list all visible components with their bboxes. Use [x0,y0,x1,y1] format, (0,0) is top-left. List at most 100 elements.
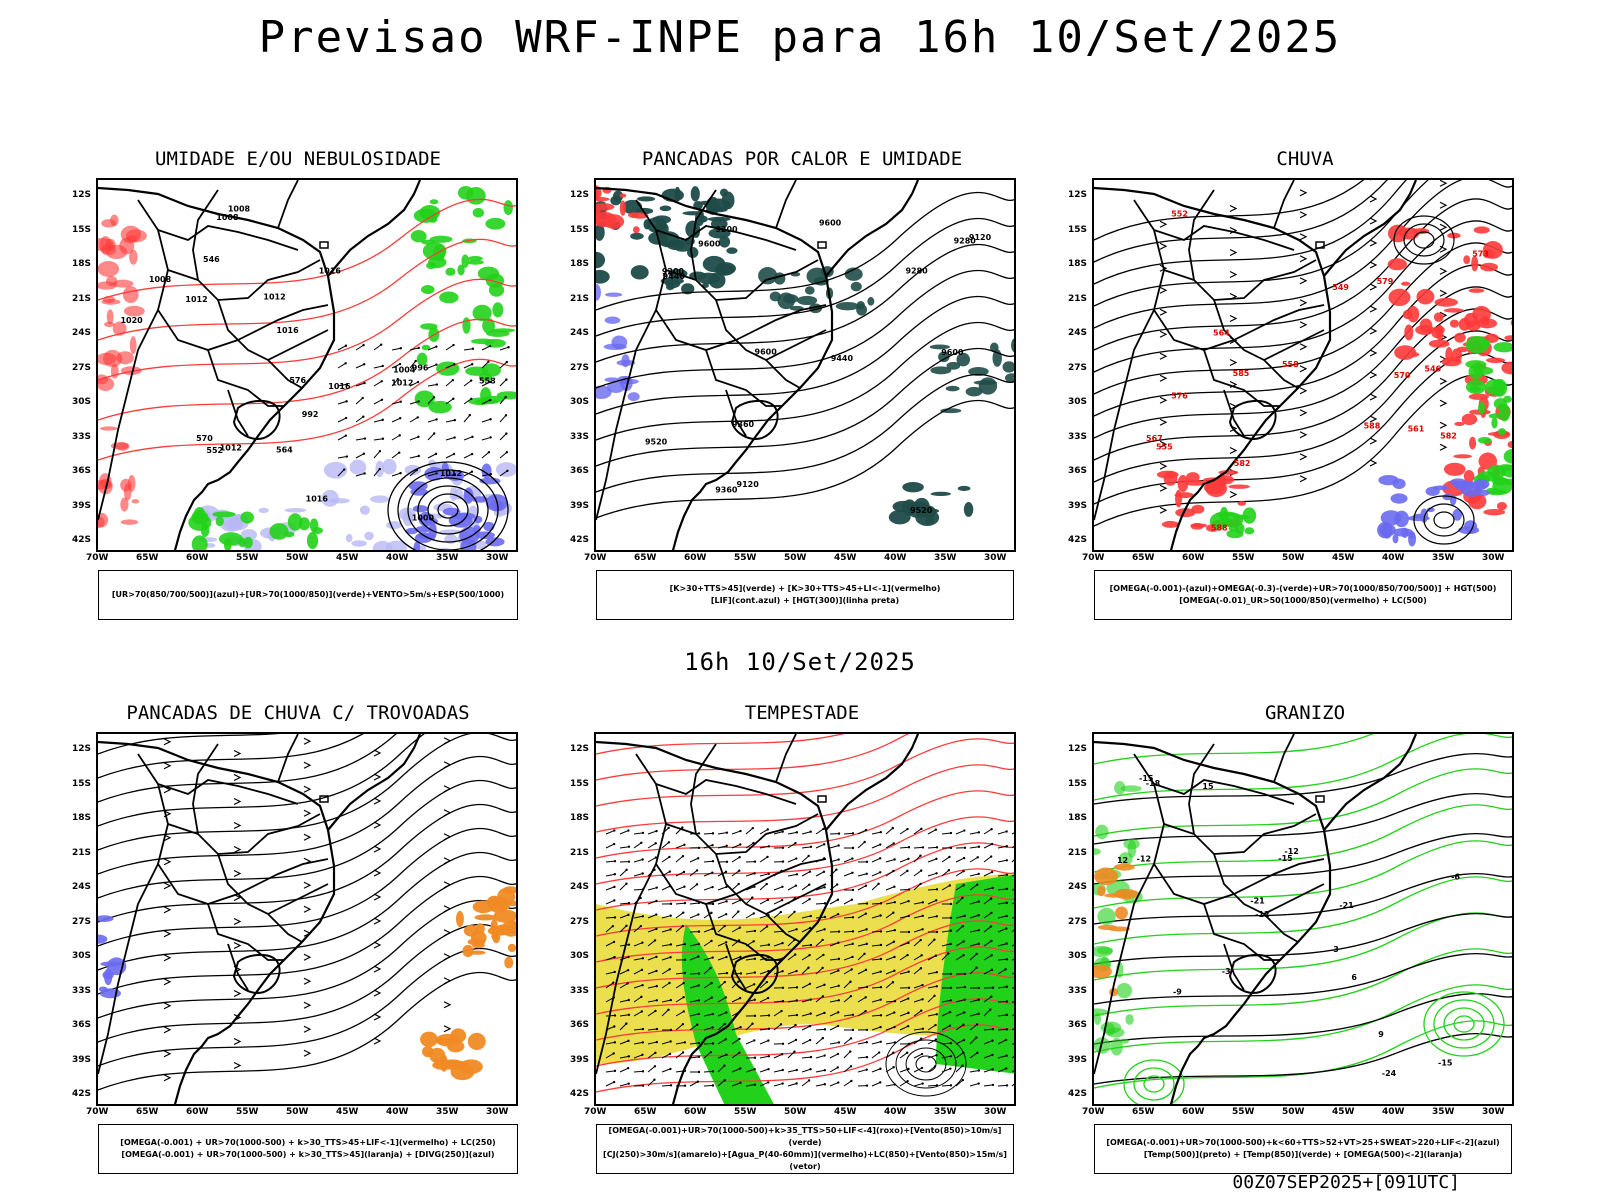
lon-label: 65W [136,1107,159,1117]
streamline-arrow [373,1013,382,1021]
wind-vector-head [505,451,509,454]
wind-vector [355,344,364,351]
wind-vector [1011,1083,1014,1087]
wind-vector-head [435,383,439,386]
wind-vector-head [863,952,866,956]
wind-vector [499,433,507,441]
wind-vector-head [640,841,643,844]
omega-green-east-cell [1477,402,1486,415]
state-border [1233,304,1325,341]
wind-vector [731,997,741,1003]
wind-vector-head [696,1080,700,1083]
contour-label: 1016 [276,326,299,335]
instability-teal-north-cell [643,219,651,230]
humidity-lowlevel-area-cell [429,235,453,243]
wind-vector [983,969,993,975]
wind-vector-head [1005,914,1008,918]
panel-1-map-svg: 1012100810161008101210161020101610121012… [98,180,516,550]
wind-vector [675,972,685,975]
omega-blue-south-cell [1377,521,1393,539]
omega-red-north-cell [1402,309,1413,320]
instability-teal-north-cell [653,215,671,224]
omega-red-south-cell [1175,508,1196,518]
legend-line: [LIF](cont.azul) + [HGT(300)](linha pret… [710,596,900,605]
wind-vector-head [864,996,867,999]
lon-label: 45W [1332,553,1355,563]
humidity-high-area-cell [453,512,476,520]
contour-ring [1433,511,1455,529]
wind-vector [941,930,951,933]
instability-teal-center-cell [758,267,778,285]
wind-vector [787,842,796,849]
wind-vector-head [380,343,383,346]
wind-vector-head [725,831,729,834]
wind-vector-head [893,901,897,904]
wind-vector-head [641,1070,645,1073]
streamline [596,1024,1014,1093]
wind-vector [731,830,741,835]
wind-vector-head [654,1009,657,1013]
wind-vector [373,438,383,441]
wind-vector-head [933,994,936,998]
wind-vector [773,911,782,919]
streamline-arrow [163,738,172,746]
wind-vector-head [809,830,812,833]
wind-vector-head [724,870,728,874]
wind-vector [689,870,698,877]
wind-vector-head [453,418,457,422]
wind-vector-head [851,930,855,933]
omega-blue-south-cell [1449,478,1467,487]
wind-vector [773,886,783,891]
wind-vector [427,384,437,387]
wind-vector-head [795,1013,799,1017]
wind-vector [801,898,810,905]
wind-vector-head [627,955,630,959]
wind-vector-head [612,981,615,984]
state-border [207,903,284,961]
wind-vector-head [739,972,743,975]
wind-vector-head [851,846,855,850]
wind-vector [941,869,950,877]
wind-vector [801,1025,811,1031]
wind-vector [801,1013,811,1017]
contour-label: 9120 [969,233,992,242]
wind-vector-head [767,943,771,946]
forecast-time-label: 16h 10/Set/2025 [684,648,916,676]
wind-vector [885,912,894,919]
wind-vector-head [836,1066,839,1069]
streamline-arrow [373,749,382,757]
contour-label: 546 [1424,364,1441,373]
wind-vector-head [469,379,473,382]
wind-vector-head [935,985,939,988]
divergence-blue-cell [98,934,108,944]
wind-vector-head [850,968,853,971]
wind-vector [355,382,365,387]
wind-vector-head [837,1041,841,1044]
wind-vector [481,399,491,405]
streamline-arrow [1299,299,1308,307]
omega-orange-west-cell [1094,867,1119,886]
humidity-lowlevel-south-cell [243,536,253,549]
omega-red-north-cell [1468,288,1485,293]
streamline-arrow [1159,418,1168,426]
lon-label: 30W [984,1107,1007,1117]
wind-vector [969,953,977,961]
humidity-midlevel-area-cell [364,531,374,541]
omega-red-north-cell [1482,241,1503,259]
wind-vector-head [753,957,757,960]
wind-vector-head [907,941,910,945]
wind-vector-head [613,955,616,959]
wind-vector [801,1039,811,1045]
wind-vector-head [627,913,630,917]
wind-vector [605,925,614,933]
wind-vector [871,844,881,849]
wind-vector [731,981,739,989]
instability-orange-east-cell [486,895,502,910]
wind-vector [373,344,382,351]
wind-vector [605,886,615,891]
wind-vector-head [723,924,726,928]
wind-vector [899,870,908,877]
wind-vector-head [668,981,671,985]
lat-label: 24S [72,328,92,338]
wind-vector-head [1004,1038,1008,1042]
